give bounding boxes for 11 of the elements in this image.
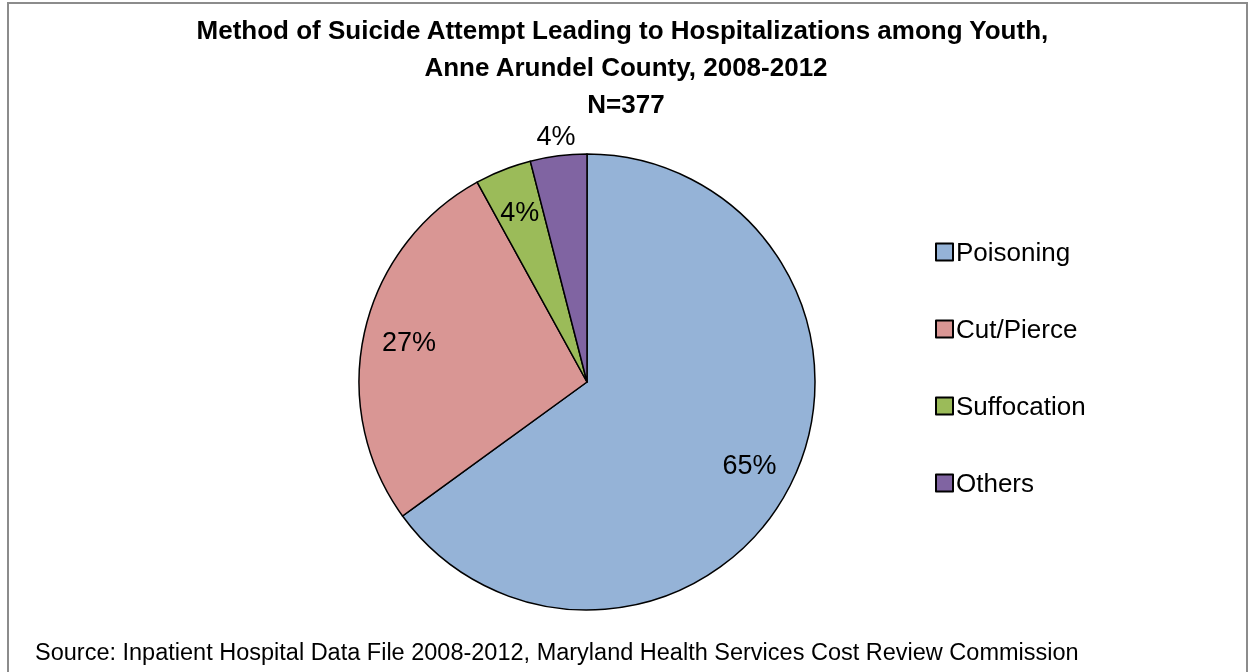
chart-subtitle: N=377 [587, 88, 665, 119]
source-note: Source: Inpatient Hospital Data File 2008-2012, Maryland Health Services Cost Review Commission [35, 639, 1079, 665]
data-label: 4% [500, 197, 540, 228]
data-label: 65% [722, 449, 777, 480]
legend-label: Poisoning [956, 237, 1071, 267]
legend-label: Others [956, 468, 1035, 498]
data-label: 27% [381, 327, 437, 358]
chart-title: Method of Suicide Attempt Leading to Hospitalizations among Youth, Anne Arundel County, 2008-2012 [196, 14, 1056, 82]
data-label: 4% [536, 120, 576, 151]
legend-label: Suffocation [956, 391, 1086, 421]
legend-label: Cut/Pierce [956, 314, 1078, 344]
